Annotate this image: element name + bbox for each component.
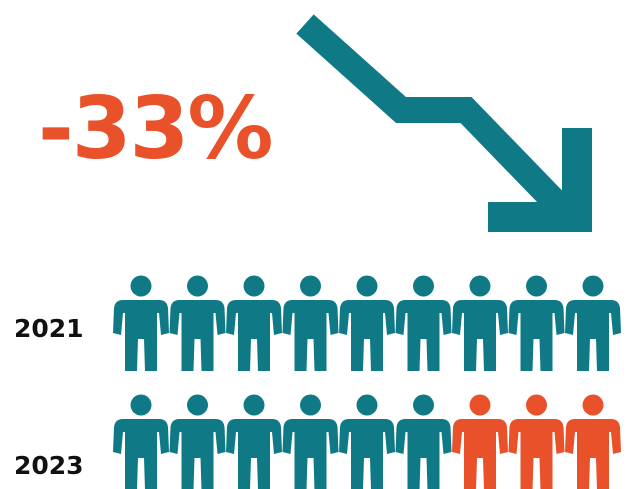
person-icon [169, 275, 226, 371]
person-icon [565, 275, 621, 371]
person-icon-highlighted [452, 394, 508, 489]
person-icon [113, 394, 169, 489]
person-icon [282, 394, 339, 489]
person-icon [113, 275, 169, 371]
person-icon [395, 275, 452, 371]
person-icon [226, 275, 282, 371]
person-icon [169, 394, 226, 489]
person-icon [226, 394, 282, 489]
row-label-2021: 2021 [14, 314, 84, 343]
person-icon [339, 394, 395, 489]
person-icon [452, 275, 508, 371]
person-icon [395, 394, 452, 489]
percentage-headline: -33% [38, 79, 274, 179]
person-icon-highlighted [565, 394, 621, 489]
person-icon-highlighted [508, 394, 565, 489]
person-icon [282, 275, 339, 371]
row-label-2023: 2023 [14, 451, 84, 480]
person-icon [508, 275, 565, 371]
person-icon [339, 275, 395, 371]
